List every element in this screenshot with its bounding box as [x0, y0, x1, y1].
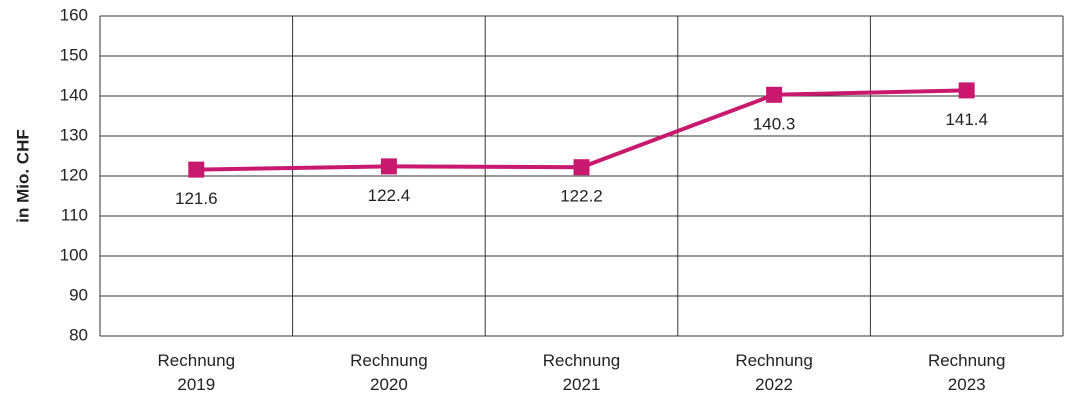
- data-label: 122.2: [560, 187, 603, 206]
- marker: [958, 82, 975, 99]
- y-tick-label: 140: [60, 85, 88, 104]
- y-tick-label: 130: [60, 125, 88, 144]
- x-tick-label: Rechnung 2019: [158, 351, 236, 394]
- marker: [188, 161, 205, 178]
- y-tick-label: 160: [60, 5, 88, 24]
- marker: [573, 159, 590, 176]
- y-tick-label: 90: [69, 285, 88, 304]
- x-tick-label: Rechnung 2022: [735, 351, 813, 394]
- y-tick-label: 110: [61, 205, 88, 224]
- y-tick-label: 120: [60, 165, 88, 184]
- x-tick-label: Rechnung 2021: [543, 351, 621, 394]
- data-label: 122.4: [368, 186, 411, 205]
- x-tick-label: Rechnung 2023: [928, 351, 1006, 394]
- y-axis-label: in Mio. CHF: [13, 129, 32, 222]
- x-tick-label: Rechnung 2020: [350, 351, 428, 394]
- series-line: [196, 88, 967, 172]
- data-label: 141.4: [945, 110, 988, 129]
- data-label: 140.3: [753, 114, 796, 133]
- y-tick-label: 100: [60, 245, 88, 264]
- y-tick-label: 150: [60, 45, 88, 64]
- data-label: 121.6: [175, 189, 218, 208]
- marker: [380, 158, 397, 175]
- marker: [766, 86, 783, 103]
- y-tick-label: 80: [69, 325, 88, 344]
